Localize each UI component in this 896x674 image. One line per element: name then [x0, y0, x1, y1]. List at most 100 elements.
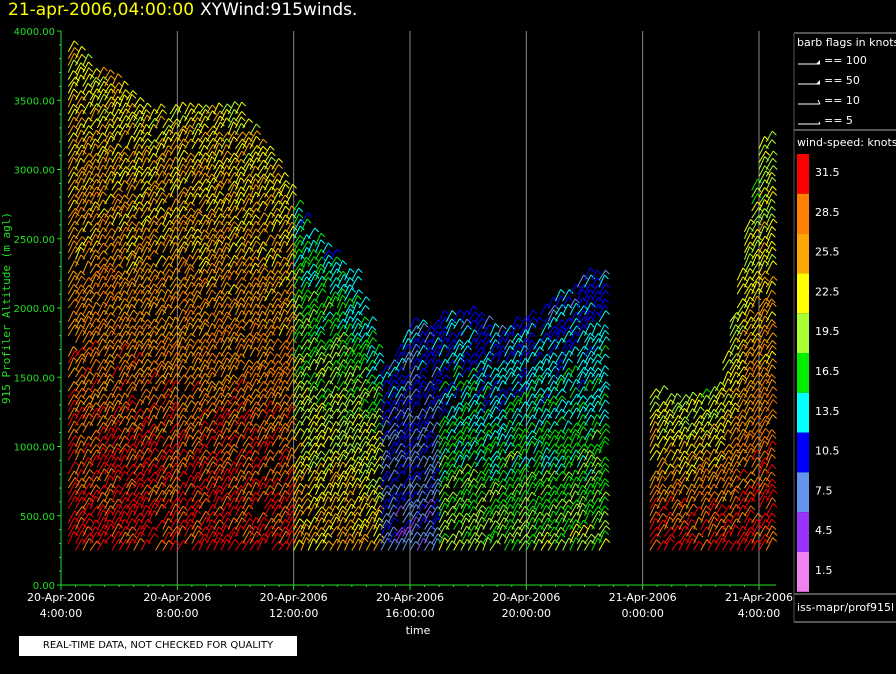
wind-barb-flag [102, 338, 107, 344]
wind-barb-flag [138, 165, 144, 171]
wind-barb [176, 462, 184, 475]
wind-barb [409, 415, 417, 427]
wind-barb [118, 80, 125, 94]
wind-barb [75, 206, 82, 219]
wind-barb [96, 468, 105, 482]
wind-barb [191, 312, 199, 323]
wind-barb-flag [89, 532, 95, 538]
wind-barb [285, 516, 293, 530]
wind-barb [82, 352, 89, 364]
wind-barb-flag [378, 343, 384, 349]
wind-barb [307, 407, 314, 420]
wind-barb [111, 73, 119, 87]
wind-barb-flag [401, 454, 407, 460]
wind-barb [271, 187, 278, 198]
wind-barb [126, 338, 134, 350]
wind-barb-flag [285, 443, 290, 449]
wind-barb [162, 149, 169, 163]
wind-barb [169, 171, 177, 184]
wind-barb [118, 221, 125, 233]
wind-barb [191, 103, 199, 115]
wind-barb-flag [416, 464, 422, 469]
wind-barb [75, 448, 82, 461]
wind-barb [75, 477, 83, 489]
wind-barb [155, 270, 161, 281]
wind-barb [285, 476, 294, 489]
wind-barb [198, 311, 206, 323]
wind-barb [111, 108, 120, 122]
wind-barb-flag [233, 184, 239, 189]
wind-barb [344, 443, 351, 454]
wind-barb [322, 353, 329, 364]
wind-barb [176, 539, 184, 551]
wind-barb [431, 468, 438, 482]
wind-barb-flag [102, 88, 108, 94]
wind-barb-flag [335, 421, 341, 426]
wind-barb-flag [109, 262, 115, 268]
wind-barb [82, 199, 90, 212]
wind-barb [300, 387, 308, 399]
wind-barb [300, 276, 307, 288]
wind-barb-flag [189, 129, 195, 135]
wind-barb-flag [270, 468, 275, 474]
wind-barb [249, 184, 257, 198]
wind-barb [133, 471, 141, 482]
wind-barb [351, 378, 359, 392]
wind-barb-flag [89, 371, 94, 376]
wind-barb [220, 364, 228, 378]
wind-barb [220, 468, 228, 482]
wind-barb [67, 477, 76, 489]
wind-barb [373, 398, 382, 413]
wind-barb [147, 533, 155, 544]
wind-barb [220, 495, 228, 510]
wind-barb-flag [343, 283, 349, 289]
wind-barb-flag [307, 436, 312, 441]
wind-barb-flag [169, 239, 174, 244]
wind-barb [104, 157, 111, 170]
wind-barb [278, 339, 287, 350]
wind-barb [82, 538, 90, 551]
wind-barb-flag [95, 330, 101, 336]
wind-barb-flag [307, 492, 313, 498]
wind-barb-flag [269, 435, 274, 440]
wind-barb [235, 332, 241, 343]
wind-barb [249, 450, 256, 461]
wind-barb-flag [343, 408, 349, 414]
wind-barb [235, 401, 243, 413]
wind-barb [169, 343, 178, 357]
wind-barb [213, 422, 221, 433]
wind-barb-flag [168, 322, 174, 328]
wind-barb [424, 504, 432, 517]
wind-barb [365, 461, 372, 475]
wind-barb [380, 498, 388, 510]
wind-barb-flag [240, 171, 246, 177]
wind-barb [125, 509, 133, 523]
wind-barb-flag [321, 315, 327, 321]
wind-barb [82, 184, 91, 198]
wind-barb [111, 530, 119, 544]
wind-barb-flag [378, 392, 384, 398]
wind-barb [111, 124, 119, 136]
wind-barb [162, 365, 170, 378]
wind-barb-flag [372, 330, 378, 335]
wind-barb [409, 357, 418, 371]
wind-barb [191, 325, 199, 336]
wind-barb [67, 52, 75, 66]
wind-barb [118, 531, 126, 544]
wind-barb [293, 235, 301, 246]
wind-barb [300, 523, 307, 537]
wind-barb [111, 464, 119, 475]
wind-barb [264, 164, 272, 177]
wind-barb-flag [183, 149, 189, 155]
wind-barb-flag [190, 338, 195, 344]
wind-barb [264, 504, 272, 516]
wind-barb-flag [226, 364, 232, 370]
wind-barb [75, 374, 83, 385]
wind-barb-flag [365, 332, 371, 337]
wind-barb-flag [81, 406, 87, 412]
wind-barb [155, 380, 163, 392]
wind-barb-flag [74, 461, 80, 467]
wind-barb [118, 108, 127, 122]
wind-barb [256, 476, 264, 489]
wind-barb [140, 138, 148, 149]
